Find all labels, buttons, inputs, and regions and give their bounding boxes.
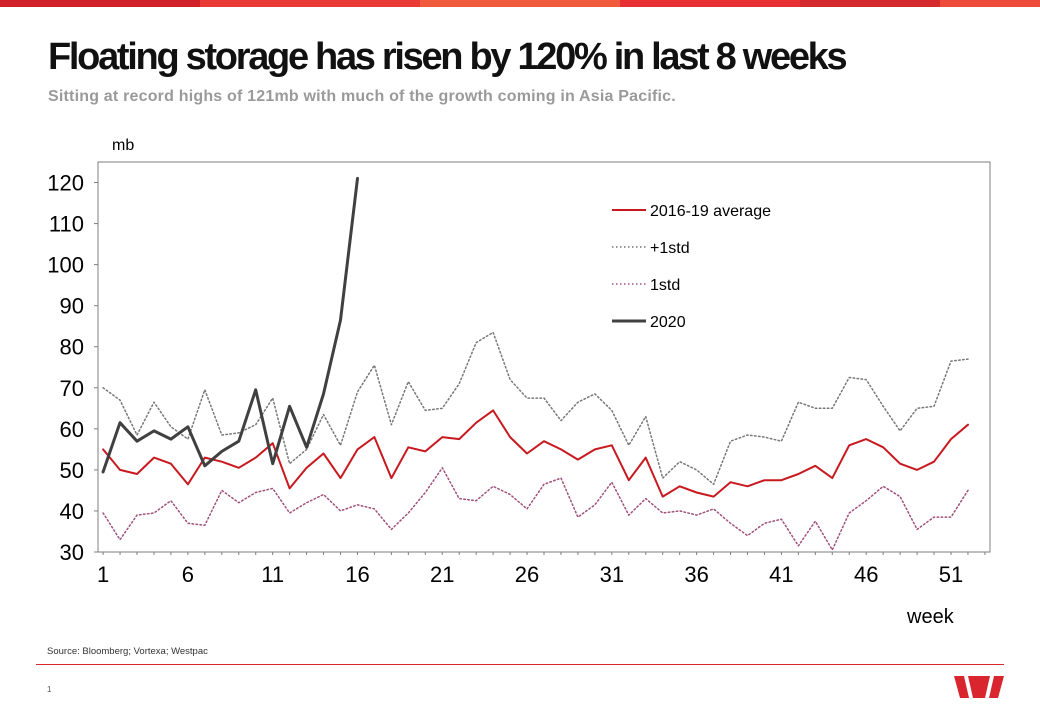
y-tick-label: 50: [60, 458, 84, 483]
top-band-segment: [620, 0, 800, 7]
legend-label: +1std: [650, 240, 690, 257]
x-axis-title: week: [906, 606, 955, 628]
page-number: 1: [47, 685, 52, 694]
x-tick-label: 16: [345, 562, 369, 587]
y-tick-label: 30: [60, 540, 84, 565]
legend-label: 2016-19 average: [650, 203, 771, 220]
top-band-segment: [420, 0, 620, 7]
top-band-segment: [800, 0, 940, 7]
y-axis: 30 40 50 60 70 80 90 100 110 120: [47, 171, 98, 565]
x-tick-label: 41: [769, 562, 793, 587]
y-tick-label: 90: [60, 294, 84, 319]
y-tick-label: 100: [47, 253, 84, 278]
x-tick-label: 1: [97, 562, 109, 587]
series-line-2016-19-average: [102, 409, 969, 498]
legend-label: 2020: [650, 314, 686, 331]
source-note: Source: Bloomberg; Vortexa; Westpac: [47, 646, 208, 657]
x-tick-label: 36: [684, 562, 708, 587]
x-tick-label: 51: [939, 562, 963, 587]
x-tick-label: 11: [261, 562, 284, 587]
series-line-2020: [101, 176, 359, 474]
series-line-1std: [102, 331, 969, 486]
page-title: Floating storage has risen by 120% in la…: [48, 36, 848, 78]
plot-frame: [97, 161, 991, 553]
y-tick-label: 40: [60, 499, 84, 524]
y-tick-label: 70: [60, 376, 84, 401]
series-line-1std: [102, 467, 969, 551]
y-tick-label: 80: [60, 335, 84, 360]
x-tick-label: 31: [600, 562, 624, 587]
y-tick-label: 110: [49, 212, 84, 237]
footer-rule: [36, 664, 1004, 665]
top-band-segment: [0, 0, 200, 7]
westpac-logo-icon: [954, 676, 1004, 698]
x-tick-label: 21: [430, 562, 454, 587]
y-axis-unit-label: mb: [112, 137, 134, 154]
y-tick-label: 120: [47, 171, 84, 196]
top-band-segment: [200, 0, 420, 7]
x-tick-label: 46: [854, 562, 878, 587]
x-axis: 1 6 11 16 21 26 31 36 41 46 51: [97, 552, 986, 587]
top-band-segment: [940, 0, 1040, 7]
page-subtitle: Sitting at record highs of 121mb with mu…: [48, 88, 676, 105]
series-layer: [101, 176, 969, 551]
x-tick-label: 6: [182, 562, 194, 587]
legend: 2016-19 average +1std 1std 2020: [612, 203, 771, 331]
top-color-band: [0, 0, 1040, 7]
legend-label: 1std: [650, 277, 680, 294]
x-tick-label: 26: [515, 562, 539, 587]
y-tick-label: 60: [60, 417, 84, 442]
